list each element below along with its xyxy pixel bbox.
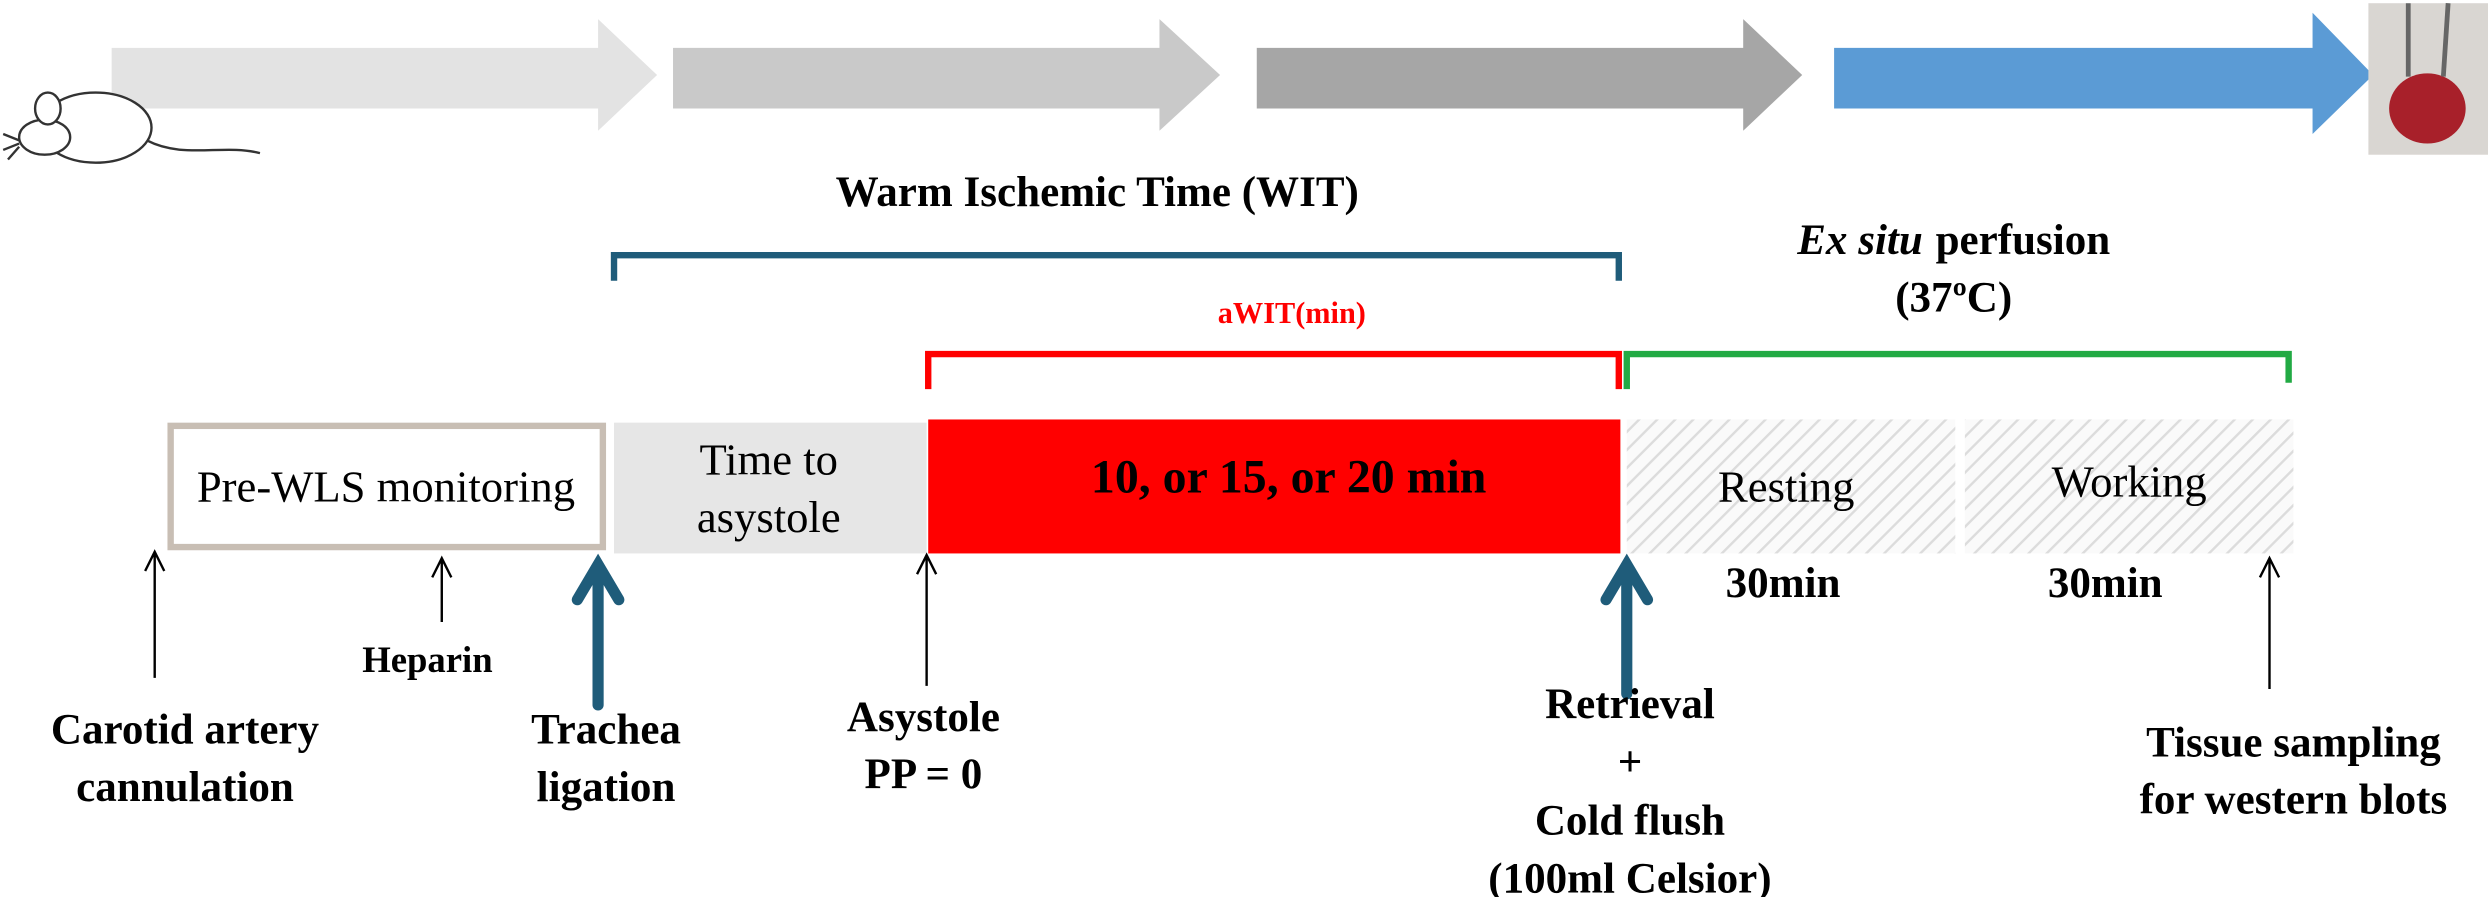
event-label: Trachea [531,707,681,754]
event-label: Asystole [847,694,1000,741]
box-label: Pre-WLS monitoring [197,461,575,511]
box-label: Time to [699,434,838,484]
event-label: PP = 0 [865,751,983,798]
event-label: Carotid artery [51,707,320,754]
heart-photo [2368,3,2488,155]
box-label: 10, or 15, or 20 min [1091,451,1486,504]
event-label: Cold flush [1535,797,1725,844]
event-label: cannulation [76,764,294,811]
event-labels: Carotid artery cannulation Heparin Trachea l… [51,639,2447,897]
arrow [673,19,1220,131]
arrow [112,19,657,131]
temperature: (37ºC) [1895,274,2012,321]
box-label: asystole [697,492,841,542]
box-label: Resting [1718,461,1854,511]
event-label: (100ml Celsior) [1488,856,1771,897]
event-label: Retrieval [1545,681,1715,728]
ex-situ-rest: perfusion [1936,217,2111,264]
event-label: ligation [537,764,676,811]
duration: 30min [2048,560,2163,607]
diagram: Warm Ischemic Time (WIT) aWIT(min) Ex si… [0,0,2488,897]
perfusion-bracket [1627,354,2289,389]
ex-situ-label: Ex situ perfusion [1796,217,2110,264]
wit-bracket [614,255,1619,281]
event-label: + [1618,739,1643,786]
event-label: Heparin [362,639,492,680]
duration: 30min [1726,560,1841,607]
awit-bracket [928,354,1619,389]
event-label: Tissue sampling [2146,719,2441,766]
event-label: for western blots [2140,777,2448,824]
arrow [1834,13,2373,134]
page: { "wit_label": "Warm Ischemic Time (WIT)… [0,0,2488,897]
awit-label: aWIT(min) [1218,296,1366,330]
box-label: Working [2052,457,2207,507]
thick-arrows [577,565,1647,705]
ex-situ-italic: Ex situ [1796,217,1923,264]
wit-label: Warm Ischemic Time (WIT) [836,169,1359,216]
arrow [1257,19,1802,131]
